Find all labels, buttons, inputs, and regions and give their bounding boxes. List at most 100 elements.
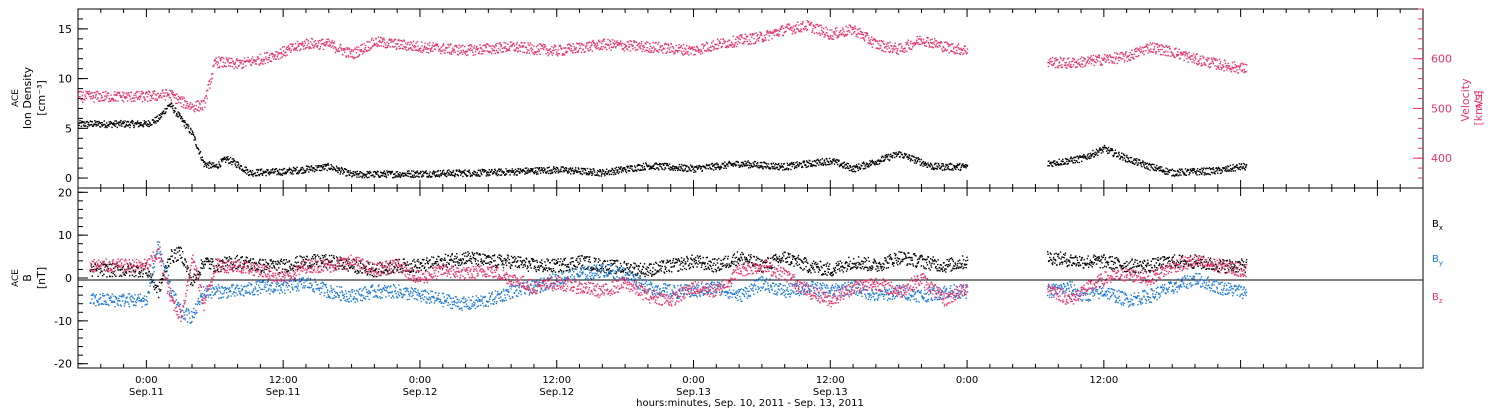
- velocity-point: [1069, 65, 1072, 67]
- density-point: [144, 123, 146, 125]
- density-point: [231, 158, 234, 160]
- density-point: [690, 170, 692, 172]
- density-point: [552, 168, 554, 171]
- density-point: [715, 167, 717, 169]
- density-point: [166, 107, 168, 110]
- velocity-point: [279, 48, 282, 50]
- density-point: [116, 126, 118, 129]
- density-point: [1172, 174, 1174, 176]
- velocity-point: [1136, 55, 1139, 58]
- velocity-point: [1159, 44, 1161, 47]
- velocity-point: [1099, 61, 1101, 63]
- top-right-axis-ticks-tick-label: 400: [1431, 152, 1452, 165]
- velocity-point: [1192, 53, 1195, 55]
- velocity-point: [149, 94, 152, 97]
- density-point: [378, 175, 380, 177]
- velocity-point: [437, 50, 440, 52]
- density-point: [109, 123, 111, 125]
- density-point: [724, 165, 726, 168]
- velocity-point: [226, 58, 228, 60]
- velocity-point: [956, 44, 959, 47]
- density-point: [237, 164, 239, 166]
- velocity-point: [1079, 58, 1081, 60]
- density-point: [663, 169, 665, 171]
- velocity-point: [750, 34, 752, 36]
- velocity-point: [620, 45, 623, 47]
- velocity-point: [727, 46, 730, 48]
- density-point: [913, 156, 915, 158]
- density-point: [908, 156, 910, 159]
- density-point: [432, 171, 434, 173]
- velocity-point: [1062, 59, 1064, 62]
- velocity-point: [602, 45, 604, 48]
- velocity-point: [654, 48, 656, 50]
- velocity-point: [459, 52, 461, 54]
- density-point: [707, 164, 709, 167]
- velocity-point: [657, 43, 659, 45]
- velocity-point: [572, 52, 574, 54]
- velocity-point: [1172, 53, 1174, 55]
- velocity-point: [756, 35, 758, 37]
- velocity-point: [1224, 62, 1227, 64]
- velocity-point: [505, 50, 507, 53]
- density-point: [370, 171, 372, 174]
- velocity-point: [310, 37, 313, 40]
- velocity-point: [618, 42, 620, 44]
- density-point: [637, 163, 640, 166]
- density-point: [385, 176, 388, 179]
- density-point: [884, 158, 886, 161]
- velocity-point: [750, 43, 753, 45]
- velocity-point: [557, 49, 559, 51]
- density-point: [598, 175, 600, 177]
- density-point: [380, 175, 382, 177]
- velocity-point: [839, 33, 841, 36]
- velocity-point: [1212, 61, 1214, 63]
- velocity-point: [199, 103, 201, 106]
- density-point: [441, 173, 443, 175]
- velocity-point: [1130, 56, 1132, 59]
- density-point: [855, 165, 857, 168]
- velocity-point: [790, 27, 792, 29]
- density-point: [959, 169, 961, 171]
- density-point: [1058, 164, 1060, 166]
- velocity-point: [451, 50, 453, 52]
- velocity-point: [225, 65, 227, 68]
- density-point: [207, 163, 209, 166]
- velocity-point: [796, 27, 798, 30]
- density-point: [1218, 169, 1220, 172]
- density-point: [682, 165, 684, 167]
- velocity-point: [891, 51, 894, 54]
- density-point: [843, 161, 846, 163]
- velocity-point: [923, 42, 926, 45]
- density-point: [863, 167, 866, 170]
- density-point: [744, 165, 747, 167]
- velocity-point: [628, 43, 630, 46]
- velocity-point: [402, 40, 404, 43]
- velocity-point: [123, 92, 125, 94]
- density-point: [660, 166, 663, 168]
- density-point: [757, 164, 759, 167]
- velocity-point: [814, 25, 816, 27]
- velocity-point: [149, 91, 151, 94]
- density-point: [468, 169, 470, 171]
- velocity-point: [1165, 45, 1168, 47]
- velocity-point: [570, 45, 573, 48]
- velocity-point: [1082, 66, 1084, 68]
- density-point: [877, 159, 880, 161]
- density-point: [569, 168, 571, 170]
- velocity-point: [922, 42, 924, 44]
- velocity-point: [193, 110, 196, 113]
- density-point: [699, 165, 701, 168]
- velocity-point: [816, 24, 819, 26]
- velocity-point: [442, 44, 444, 46]
- density-point: [612, 169, 615, 171]
- density-point: [536, 171, 539, 173]
- velocity-point: [381, 40, 384, 43]
- density-point: [1121, 156, 1123, 158]
- density-point: [350, 172, 353, 174]
- velocity-point: [81, 98, 83, 101]
- density-point: [396, 175, 398, 177]
- density-point: [251, 172, 253, 174]
- density-point: [191, 130, 194, 132]
- top-left-axis-label-line3: [cm⁻³]: [35, 80, 48, 116]
